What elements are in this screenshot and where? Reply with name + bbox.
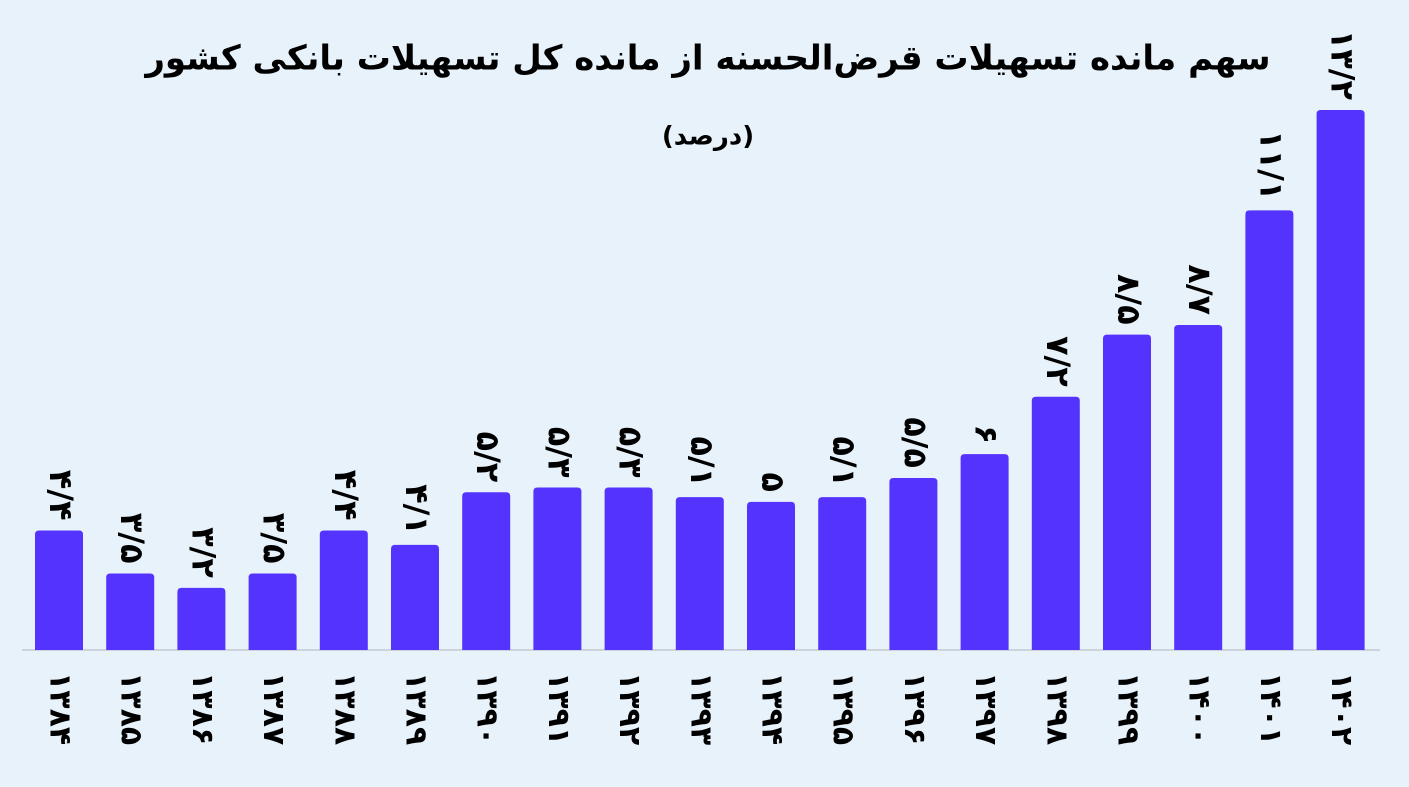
bar <box>177 587 226 650</box>
x-tick-label: ۱۳۹۱ <box>541 672 576 745</box>
bar <box>1031 396 1080 650</box>
x-tick-label: ۱۳۹۲ <box>612 672 647 745</box>
value-label: ۵/۳ <box>540 427 578 478</box>
bar <box>889 477 938 650</box>
x-tick-label: ۱۳۹۴ <box>755 672 790 745</box>
bar <box>1103 334 1151 650</box>
bar <box>675 497 724 650</box>
value-label: ۳/۲ <box>184 527 222 578</box>
value-label: ۳/۵ <box>256 513 294 564</box>
x-tick-label: ۱۳۹۸ <box>1039 672 1074 745</box>
value-label: ۴/۴ <box>42 470 80 521</box>
bar <box>1316 110 1365 650</box>
bar <box>319 530 368 650</box>
value-label: ۴/۴ <box>327 470 365 521</box>
x-tick-label: ۱۴۰۲ <box>1324 672 1359 745</box>
value-label: ۶ <box>968 425 1006 445</box>
value-label: ۵/۱ <box>825 436 863 487</box>
bar <box>391 544 439 650</box>
x-tick-label: ۱۳۹۹ <box>1111 672 1146 745</box>
value-label: ۷/۲ <box>1039 336 1077 387</box>
bar <box>533 487 582 650</box>
bar <box>35 530 83 650</box>
value-label: ۵/۲ <box>469 432 507 483</box>
bar <box>747 501 795 650</box>
value-label: ۱۳/۲ <box>1324 30 1362 101</box>
x-tick-label: ۱۳۸۷ <box>256 672 291 745</box>
value-label: ۴/۱ <box>398 484 436 535</box>
x-tick-label: ۱۴۰۱ <box>1253 672 1288 745</box>
x-tick-label: ۱۳۸۶ <box>185 672 220 745</box>
bar <box>604 487 653 650</box>
x-tick-label: ۱۳۸۸ <box>327 672 362 745</box>
bar <box>960 454 1009 650</box>
x-tick-label: ۱۳۹۷ <box>968 672 1003 745</box>
x-tick-label: ۱۳۹۵ <box>826 672 861 745</box>
bar <box>462 492 511 650</box>
value-label: ۳/۵ <box>113 513 151 564</box>
x-tick-label: ۱۴۰۰ <box>1182 672 1217 745</box>
value-label: ۵/۱ <box>683 436 721 487</box>
x-tick-label: ۱۳۸۵ <box>114 672 149 745</box>
value-label: ۵/۵ <box>896 417 934 468</box>
x-tick-label: ۱۳۹۰ <box>470 672 505 745</box>
chart-subtitle: (درصد) <box>662 122 754 152</box>
bar <box>1174 325 1223 650</box>
chart-title: سهم مانده تسهیلات قرض‌الحسنه از مانده کل… <box>143 39 1270 79</box>
value-label: ۸/۵ <box>1110 274 1148 325</box>
x-tick-label: ۱۳۸۴ <box>43 672 78 745</box>
value-label: ۵/۳ <box>612 427 650 478</box>
value-label: ۱۱/۱ <box>1252 130 1290 200</box>
bar <box>248 573 297 650</box>
x-tick-label: ۱۳۸۹ <box>399 672 434 745</box>
value-label: ۸/۷ <box>1181 264 1219 315</box>
bar <box>1245 210 1294 650</box>
bar <box>818 497 867 650</box>
x-tick-label: ۱۳۹۳ <box>683 672 718 745</box>
x-tick-label: ۱۳۹۶ <box>897 672 932 745</box>
value-label: ۵ <box>754 472 792 492</box>
bar <box>106 573 155 650</box>
